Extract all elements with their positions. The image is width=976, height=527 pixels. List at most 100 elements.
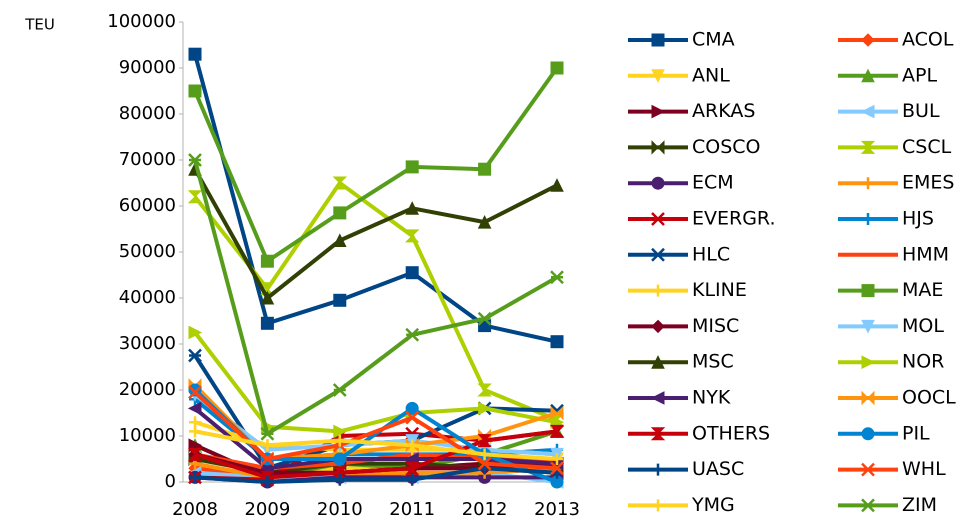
data-point (478, 162, 492, 176)
data-point (550, 461, 564, 476)
x-tick-label: 2008 (172, 499, 218, 520)
x-tick-label: 2012 (462, 499, 508, 520)
data-point (477, 383, 492, 397)
data-point (260, 452, 275, 466)
data-point (188, 325, 203, 340)
legend-marker (652, 284, 664, 297)
data-point (550, 335, 564, 349)
data-point (404, 229, 420, 243)
legend-marker (651, 69, 665, 83)
legend-marker (650, 427, 666, 441)
legend-marker (651, 176, 665, 190)
legend-label: HLC (692, 243, 730, 265)
series (188, 385, 564, 476)
series-line (193, 53, 558, 344)
series-line (193, 168, 558, 300)
legend-label: EMES (902, 172, 954, 194)
legend-marker (651, 104, 666, 119)
legend-marker (651, 212, 665, 226)
legend-marker (650, 391, 665, 405)
data-point (189, 471, 201, 484)
legend-marker (861, 355, 876, 370)
data-point (404, 461, 420, 475)
legend-marker (651, 319, 665, 334)
legend-marker (860, 104, 875, 119)
legend-label: MOL (902, 315, 944, 337)
legend-marker (652, 499, 664, 512)
y-tick-label: 20000 (119, 379, 176, 400)
legend-label: COSCO (692, 136, 761, 158)
y-tick-label: 30000 (119, 333, 176, 354)
data-point (550, 270, 564, 285)
data-point (188, 84, 202, 98)
data-point (187, 401, 202, 416)
series (187, 176, 565, 427)
legend-label: OOCL (902, 387, 956, 409)
series-line (193, 390, 558, 471)
x-tick-label: 2009 (244, 499, 290, 520)
series (189, 425, 563, 465)
legend-marker (861, 33, 875, 47)
legend-marker (862, 177, 874, 190)
data-point (405, 201, 420, 215)
data-point (333, 452, 347, 466)
series-line (193, 66, 559, 264)
legend-marker (651, 355, 665, 369)
legend-label: CMA (692, 29, 735, 51)
data-point (551, 453, 563, 465)
data-point (478, 448, 491, 461)
data-point (332, 176, 348, 190)
data-point (406, 473, 419, 486)
legend-label: OTHERS (692, 422, 770, 444)
data-point (333, 473, 346, 486)
data-point (260, 290, 275, 305)
y-tick-label: 0 (165, 471, 176, 492)
series (188, 61, 564, 268)
legend-label: NOR (902, 351, 944, 373)
legend-marker (861, 68, 875, 83)
data-point (477, 434, 492, 448)
y-tick-label: 100000 (107, 11, 176, 32)
legend-label: EVERGR. (692, 208, 776, 230)
legend-marker (861, 498, 875, 513)
series-line (193, 159, 558, 436)
data-point (261, 476, 274, 488)
data-point (478, 401, 492, 416)
x-tick-label: 2011 (389, 499, 435, 520)
data-point (332, 233, 347, 247)
data-point (333, 424, 347, 439)
data-point (406, 439, 419, 452)
legend-label: PIL (902, 422, 930, 444)
legend-label: MAE (902, 279, 943, 301)
legend-label: WHL (902, 458, 946, 480)
series-line (194, 466, 558, 484)
data-point (549, 424, 565, 438)
y-tick-label: 60000 (119, 195, 176, 216)
data-point (405, 401, 419, 415)
data-point (260, 426, 275, 441)
legend-marker (861, 284, 875, 298)
data-point (188, 47, 202, 61)
legend-label: MISC (692, 315, 739, 337)
y-axis-label: TEU (24, 16, 55, 34)
data-point (550, 178, 564, 192)
data-point (187, 190, 203, 204)
data-point (332, 383, 347, 397)
legend-label: HMM (902, 243, 949, 265)
series-line (194, 429, 558, 461)
legend-label: KLINE (692, 279, 747, 301)
legend-marker (861, 390, 875, 406)
legend-marker (861, 462, 875, 477)
data-point (188, 385, 202, 400)
legend-marker (860, 140, 876, 154)
legend-marker (651, 140, 665, 155)
y-tick-label: 40000 (119, 287, 176, 308)
y-tick-label: 80000 (119, 103, 176, 124)
legend-label: HJS (902, 208, 934, 230)
legend-label: ARKAS (692, 100, 755, 122)
data-point (405, 410, 420, 425)
legend-label: CSCL (902, 136, 952, 158)
data-point (187, 447, 203, 461)
